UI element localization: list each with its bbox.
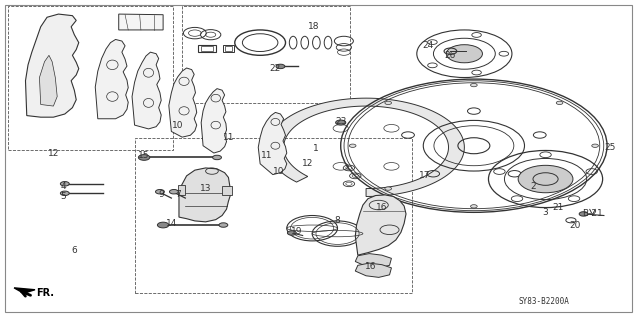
Bar — [182, 6, 350, 103]
Bar — [198, 45, 216, 52]
Bar — [8, 6, 173, 150]
Circle shape — [471, 84, 477, 87]
Circle shape — [219, 223, 228, 227]
Text: 5: 5 — [61, 192, 66, 201]
Polygon shape — [96, 39, 128, 119]
Text: 8: 8 — [334, 216, 340, 225]
Text: 13: 13 — [200, 184, 211, 193]
Circle shape — [556, 101, 563, 105]
Polygon shape — [25, 14, 79, 117]
Text: 16: 16 — [365, 262, 376, 271]
Text: 24: 24 — [422, 41, 433, 50]
Text: 26: 26 — [445, 51, 456, 60]
Text: 15: 15 — [138, 151, 150, 160]
Polygon shape — [14, 288, 35, 293]
Polygon shape — [132, 52, 161, 129]
Polygon shape — [355, 253, 391, 268]
Circle shape — [556, 187, 563, 190]
Text: 23: 23 — [335, 117, 347, 126]
Bar — [178, 185, 185, 195]
Text: 12: 12 — [48, 149, 60, 158]
Text: 18: 18 — [308, 22, 320, 31]
Polygon shape — [169, 68, 197, 137]
Text: FR.: FR. — [36, 288, 54, 298]
Circle shape — [579, 212, 588, 216]
Text: 19: 19 — [290, 227, 302, 236]
Polygon shape — [201, 89, 227, 153]
Text: 14: 14 — [166, 219, 177, 228]
Circle shape — [276, 64, 285, 69]
Text: 20: 20 — [569, 220, 581, 229]
Circle shape — [518, 165, 573, 193]
Circle shape — [349, 144, 356, 148]
Text: 22: 22 — [269, 63, 281, 73]
Bar — [201, 46, 213, 51]
Polygon shape — [39, 55, 57, 106]
Text: 10: 10 — [273, 167, 285, 176]
Bar — [222, 186, 232, 195]
Text: 1: 1 — [313, 144, 318, 153]
Circle shape — [592, 144, 598, 148]
Bar — [225, 46, 232, 51]
Bar — [134, 138, 412, 293]
Text: 2: 2 — [530, 182, 536, 191]
Polygon shape — [118, 14, 163, 30]
Text: B-21: B-21 — [582, 209, 603, 219]
Text: 11: 11 — [223, 133, 234, 142]
Polygon shape — [268, 98, 464, 196]
Circle shape — [287, 231, 296, 235]
Circle shape — [155, 189, 164, 194]
Text: 12: 12 — [302, 159, 313, 168]
Circle shape — [157, 222, 169, 228]
Circle shape — [385, 187, 392, 190]
Text: 21: 21 — [552, 203, 564, 212]
Circle shape — [169, 189, 178, 194]
Circle shape — [61, 181, 69, 186]
Circle shape — [471, 205, 477, 208]
Text: 25: 25 — [605, 143, 616, 152]
Text: 4: 4 — [61, 182, 66, 191]
Bar — [224, 45, 234, 52]
Text: 11: 11 — [261, 151, 272, 160]
Polygon shape — [355, 195, 406, 255]
Circle shape — [385, 101, 392, 105]
Text: 10: 10 — [172, 121, 183, 130]
Circle shape — [336, 120, 346, 125]
Text: 3: 3 — [543, 208, 548, 217]
Circle shape — [213, 155, 222, 160]
Text: 6: 6 — [71, 246, 77, 255]
Circle shape — [61, 191, 69, 196]
Text: SY83-B2200A: SY83-B2200A — [519, 297, 569, 306]
Text: 7: 7 — [175, 190, 180, 199]
Text: 16: 16 — [376, 203, 388, 212]
Polygon shape — [258, 112, 287, 175]
Circle shape — [138, 155, 150, 160]
Text: 17: 17 — [419, 172, 431, 180]
Polygon shape — [355, 263, 391, 277]
Text: 9: 9 — [159, 190, 164, 199]
Polygon shape — [179, 168, 231, 222]
Circle shape — [447, 45, 482, 63]
